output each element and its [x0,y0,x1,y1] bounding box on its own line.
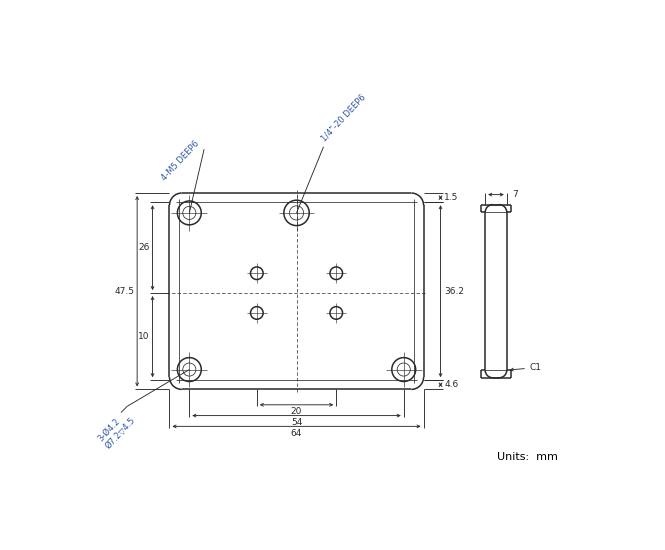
Text: 20: 20 [291,407,302,416]
Text: 4.6: 4.6 [444,380,459,389]
Text: 10: 10 [138,332,150,341]
Text: 64: 64 [291,428,302,438]
Text: 4-M5 DEEP6: 4-M5 DEEP6 [160,139,201,183]
Text: 1.5: 1.5 [444,193,459,202]
Text: Units:  mm: Units: mm [497,452,558,462]
Text: 7: 7 [512,190,518,199]
Text: 36.2: 36.2 [444,287,464,296]
Text: 3-Ø4.2
Ø7.2▽4.5: 3-Ø4.2 Ø7.2▽4.5 [96,408,137,450]
Text: C1: C1 [511,363,542,372]
Text: 26: 26 [138,243,150,252]
Text: 54: 54 [291,418,302,427]
Text: 1/4"-20 DEEP6: 1/4"-20 DEEP6 [320,92,368,143]
Text: 47.5: 47.5 [114,287,134,296]
